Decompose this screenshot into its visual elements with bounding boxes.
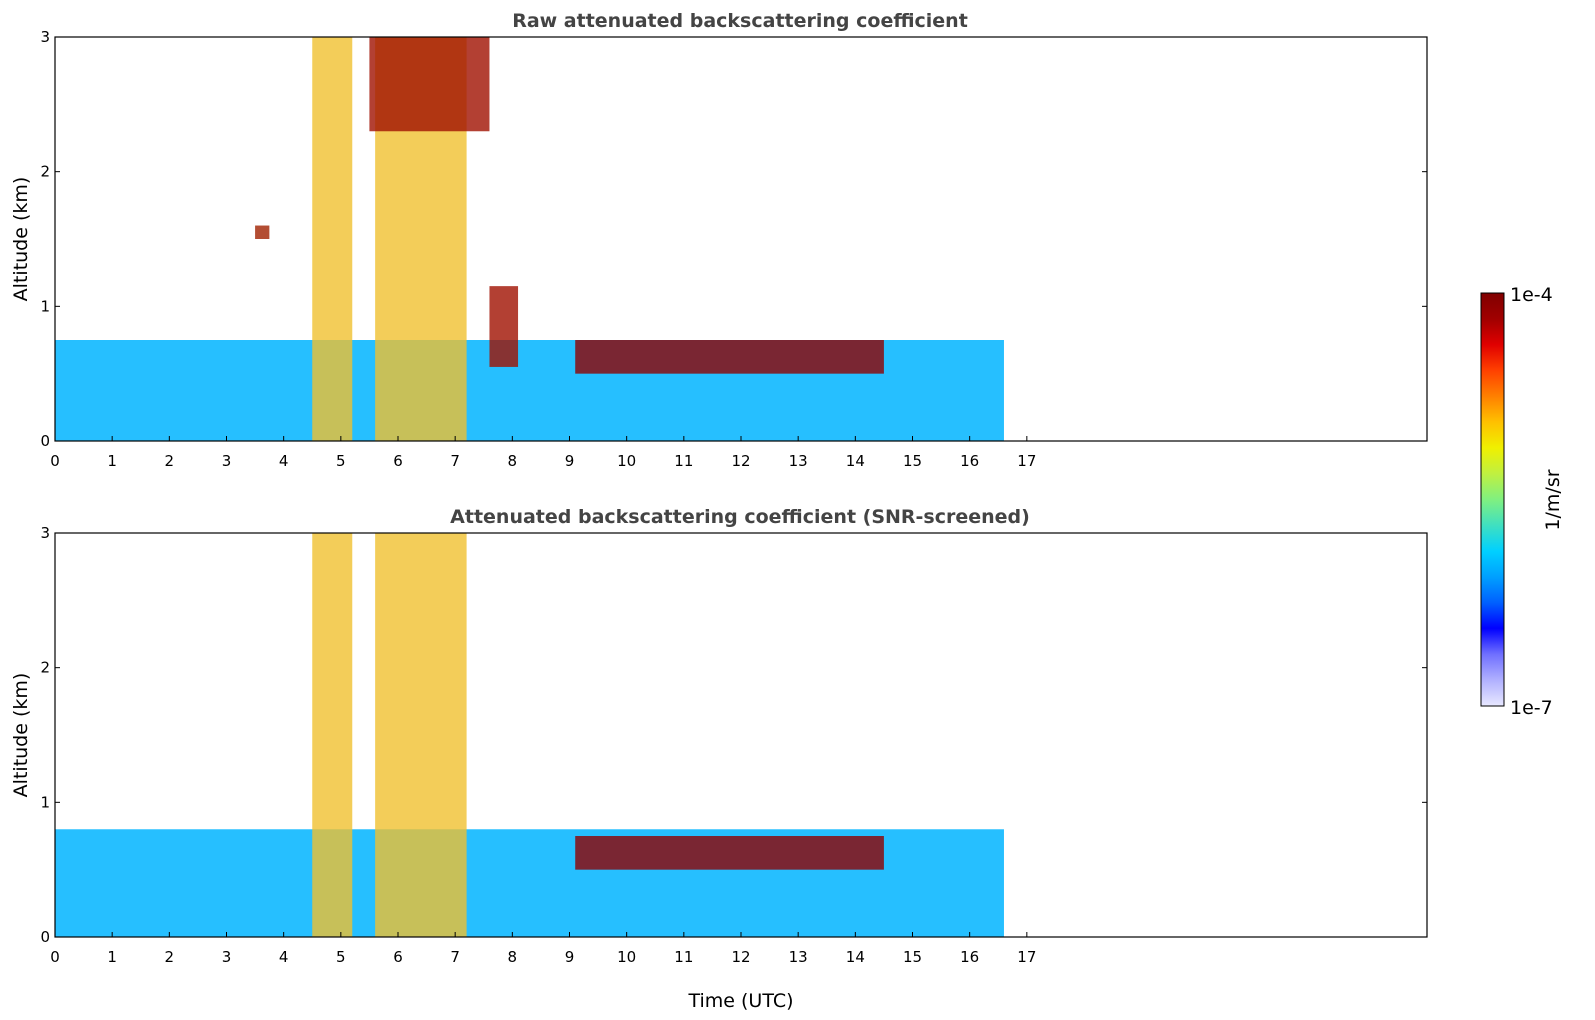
precipitation-fallstreak xyxy=(312,37,353,441)
x-ticks: 0 1 2 3 4 5 6 7 8 9 10 11 12 13 14 15 16 17 xyxy=(50,932,1036,966)
x-tick-label: 10 xyxy=(617,948,636,966)
x-tick-label: 11 xyxy=(674,948,693,966)
x-tick-label: 8 xyxy=(508,948,518,966)
stratocumulus-top xyxy=(575,836,884,870)
y-tick-label: 0 xyxy=(40,432,50,450)
x-tick-label: 5 xyxy=(336,948,346,966)
x-tick-label: 14 xyxy=(846,452,865,470)
x-tick-label: 5 xyxy=(336,452,346,470)
x-tick-label: 4 xyxy=(279,452,289,470)
cloud-base-rising xyxy=(489,286,519,367)
x-tick-label: 1 xyxy=(107,452,117,470)
x-tick-label: 3 xyxy=(222,452,232,470)
x-tick-label: 6 xyxy=(393,948,403,966)
x-tick-label: 13 xyxy=(789,452,808,470)
x-tick-label: 15 xyxy=(903,948,922,966)
x-axis-label: Time (UTC) xyxy=(687,990,793,1012)
y-ticks: 0 1 2 3 xyxy=(40,28,1427,450)
x-tick-label: 8 xyxy=(508,452,518,470)
y-tick-label: 1 xyxy=(40,793,50,811)
heatmap-layer xyxy=(55,533,1004,937)
cloud-layer-upper xyxy=(369,37,490,132)
x-tick-label: 12 xyxy=(731,452,750,470)
x-tick-label: 13 xyxy=(789,948,808,966)
colorbar-gradient xyxy=(1480,292,1505,707)
y-tick-label: 2 xyxy=(40,163,50,181)
y-ticks: 0 1 2 3 xyxy=(40,524,1427,946)
y-tick-label: 3 xyxy=(40,524,50,542)
x-tick-label: 15 xyxy=(903,452,922,470)
x-tick-label: 1 xyxy=(107,948,117,966)
x-tick-label: 7 xyxy=(450,948,460,966)
chart-title: Raw attenuated backscattering coefficien… xyxy=(512,10,968,32)
x-tick-label: 0 xyxy=(50,452,60,470)
precipitation-fallstreak xyxy=(312,533,353,937)
x-tick-label: 6 xyxy=(393,452,403,470)
x-tick-label: 3 xyxy=(222,948,232,966)
x-tick-label: 7 xyxy=(450,452,460,470)
x-tick-label: 14 xyxy=(846,948,865,966)
colorbar-unit-label: 1/m/sr xyxy=(1542,469,1564,530)
x-tick-label: 2 xyxy=(165,452,175,470)
chart-title: Attenuated backscattering coefficient (S… xyxy=(450,506,1030,528)
x-tick-label: 17 xyxy=(1017,948,1036,966)
stratocumulus-top xyxy=(575,340,884,374)
panel-raw: Raw attenuated backscattering coefficien… xyxy=(10,10,1428,470)
y-axis-label: Altitude (km) xyxy=(10,177,32,302)
cloud-patch xyxy=(255,225,270,239)
x-tick-label: 4 xyxy=(279,948,289,966)
y-tick-label: 1 xyxy=(40,297,50,315)
y-tick-label: 0 xyxy=(40,928,50,946)
precipitation-fallstreak xyxy=(375,533,467,937)
colorbar-max-label: 1e-4 xyxy=(1510,284,1553,306)
x-tick-label: 16 xyxy=(960,452,979,470)
colorbar: 1e-4 1e-7 1/m/sr xyxy=(1480,284,1564,719)
x-tick-label: 0 xyxy=(50,948,60,966)
colorbar-min-label: 1e-7 xyxy=(1510,697,1553,719)
x-tick-label: 9 xyxy=(565,452,575,470)
x-ticks: 0 1 2 3 4 5 6 7 8 9 10 11 12 13 14 15 16 17 xyxy=(50,436,1036,470)
y-tick-label: 2 xyxy=(40,659,50,677)
x-tick-label: 9 xyxy=(565,948,575,966)
x-tick-label: 2 xyxy=(165,948,175,966)
x-tick-label: 17 xyxy=(1017,452,1036,470)
x-tick-label: 11 xyxy=(674,452,693,470)
x-tick-label: 16 xyxy=(960,948,979,966)
y-axis-label: Altitude (km) xyxy=(10,673,32,798)
panel-snr-screened: Attenuated backscattering coefficient (S… xyxy=(10,506,1428,1012)
heatmap-layer xyxy=(55,37,1004,441)
y-tick-label: 3 xyxy=(40,28,50,46)
x-tick-label: 10 xyxy=(617,452,636,470)
x-tick-label: 12 xyxy=(731,948,750,966)
